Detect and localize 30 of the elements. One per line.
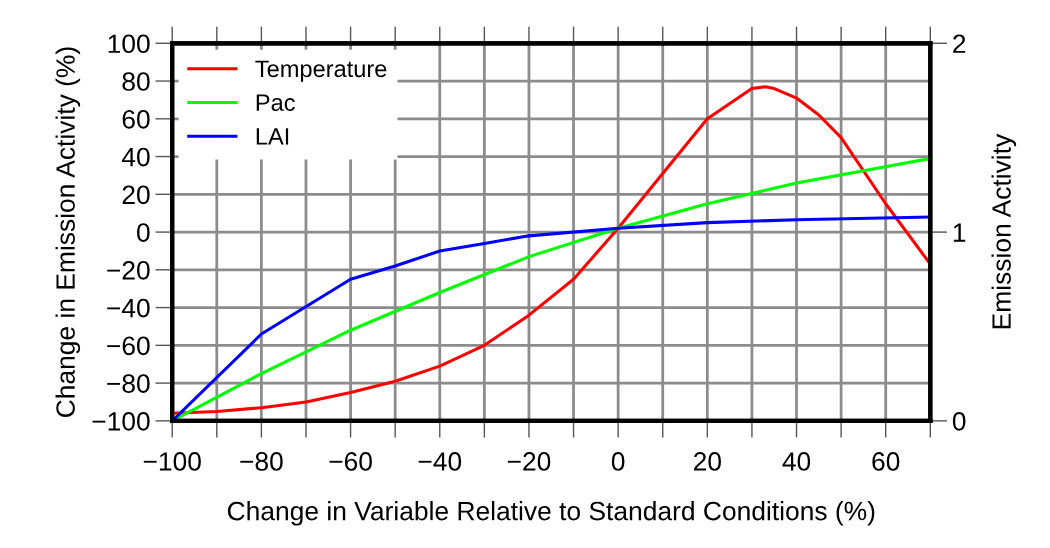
legend-label: LAI bbox=[256, 128, 289, 145]
y-tick-label: −80 bbox=[107, 374, 150, 393]
y-tick-label: −100 bbox=[92, 412, 150, 431]
y-tick-label: −20 bbox=[107, 260, 150, 280]
x-tick-label: 40 bbox=[782, 452, 811, 471]
x-tick-label: −20 bbox=[507, 452, 551, 471]
legend-label: Temperature bbox=[255, 60, 387, 82]
y-tick-label: 80 bbox=[122, 72, 150, 91]
legend-label: Pac bbox=[256, 94, 295, 111]
y-tick-label: −60 bbox=[107, 336, 150, 356]
y2-tick-label: 2 bbox=[953, 34, 966, 53]
y-tick-label: 60 bbox=[122, 109, 150, 129]
x-tick-label: −80 bbox=[240, 452, 283, 471]
y-tick-label: 100 bbox=[108, 34, 150, 54]
y2-axis-title: Emission Activity bbox=[991, 133, 1017, 329]
y2-tick-label: 1 bbox=[953, 223, 966, 242]
y-tick-label: 40 bbox=[121, 147, 150, 167]
y-tick-label: 20 bbox=[122, 185, 150, 205]
y2-tick-label: 0 bbox=[952, 412, 966, 431]
x-axis-title: Change in Variable Relative to Standard Conditions (%) bbox=[227, 501, 875, 526]
x-tick-label: −40 bbox=[418, 452, 462, 471]
y-tick-label: 0 bbox=[137, 223, 150, 242]
x-tick-label: 60 bbox=[872, 452, 900, 471]
y-tick-label: −40 bbox=[107, 298, 150, 318]
line-series bbox=[172, 85, 931, 415]
x-tick-label: 0 bbox=[611, 452, 625, 471]
x-tick-label: 20 bbox=[693, 452, 721, 471]
x-tick-label: −60 bbox=[329, 452, 372, 471]
y-axis-title: Change in Emission Activity (%) bbox=[55, 47, 81, 417]
x-tick-label: −100 bbox=[143, 452, 201, 471]
